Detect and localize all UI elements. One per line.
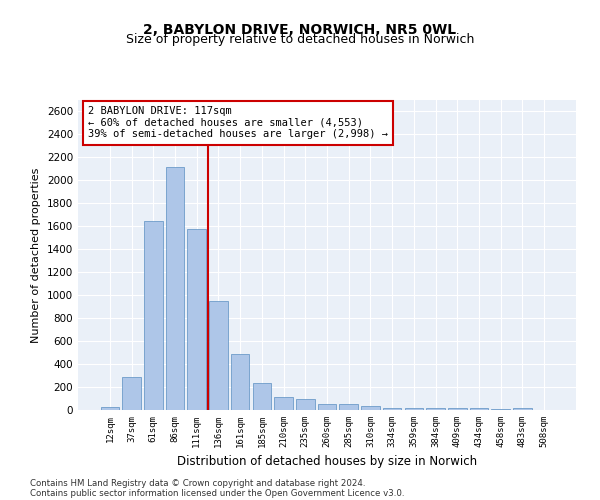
Bar bbox=[166, 166, 184, 410]
Bar bbox=[253, 383, 271, 410]
Bar bbox=[404, 408, 423, 410]
X-axis label: Distribution of detached houses by size in Norwich: Distribution of detached houses by size … bbox=[177, 456, 477, 468]
Bar bbox=[340, 404, 358, 410]
Text: Contains HM Land Registry data © Crown copyright and database right 2024.: Contains HM Land Registry data © Crown c… bbox=[30, 478, 365, 488]
Bar bbox=[470, 408, 488, 410]
Bar bbox=[101, 407, 119, 410]
Bar bbox=[513, 408, 532, 410]
Text: Contains public sector information licensed under the Open Government Licence v3: Contains public sector information licen… bbox=[30, 488, 404, 498]
Bar bbox=[122, 376, 141, 410]
Bar bbox=[361, 406, 380, 410]
Bar bbox=[427, 408, 445, 410]
Bar bbox=[187, 229, 206, 410]
Text: 2 BABYLON DRIVE: 117sqm
← 60% of detached houses are smaller (4,553)
39% of semi: 2 BABYLON DRIVE: 117sqm ← 60% of detache… bbox=[88, 106, 388, 140]
Bar bbox=[274, 398, 293, 410]
Bar bbox=[296, 398, 314, 410]
Bar bbox=[144, 220, 163, 410]
Bar bbox=[209, 301, 227, 410]
Text: 2, BABYLON DRIVE, NORWICH, NR5 0WL: 2, BABYLON DRIVE, NORWICH, NR5 0WL bbox=[143, 22, 457, 36]
Bar bbox=[318, 404, 336, 410]
Bar bbox=[383, 408, 401, 410]
Text: Size of property relative to detached houses in Norwich: Size of property relative to detached ho… bbox=[126, 32, 474, 46]
Bar bbox=[231, 354, 250, 410]
Bar bbox=[448, 408, 467, 410]
Y-axis label: Number of detached properties: Number of detached properties bbox=[31, 168, 41, 342]
